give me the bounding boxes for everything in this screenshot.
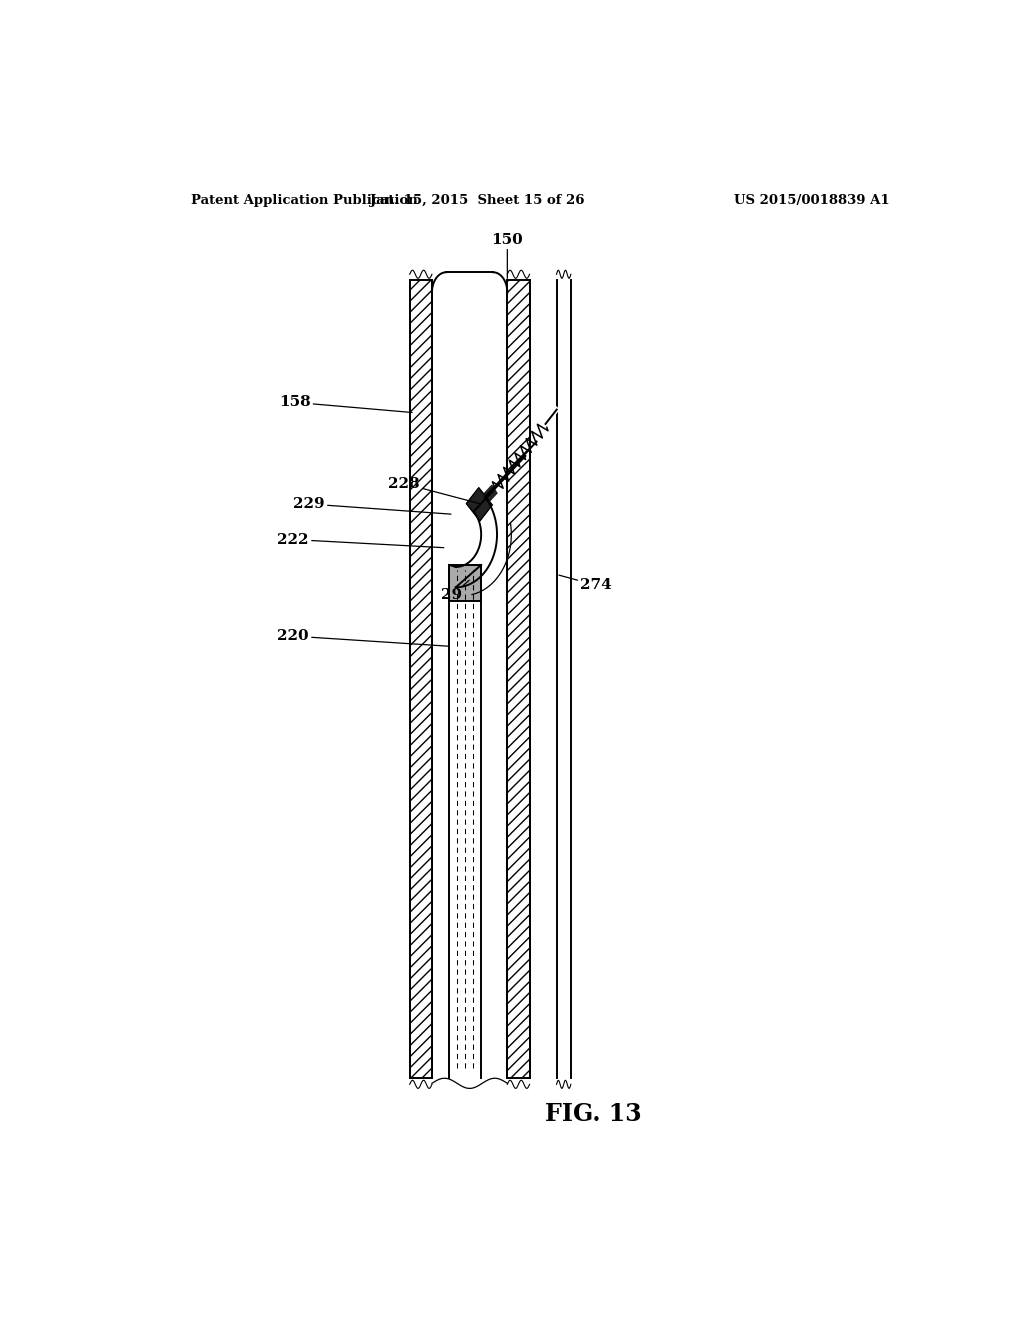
Text: 222: 222 [278, 532, 443, 548]
Text: FIG. 13: FIG. 13 [545, 1102, 641, 1126]
Text: 274: 274 [559, 576, 612, 593]
Text: Patent Application Publication: Patent Application Publication [191, 194, 418, 207]
Bar [450, 565, 481, 601]
Text: 228: 228 [388, 477, 481, 504]
Bar [507, 280, 529, 1078]
Bar [410, 280, 432, 1078]
Text: 229: 229 [293, 496, 451, 515]
Text: 220: 220 [278, 630, 450, 647]
Polygon shape [481, 486, 497, 506]
Text: Jan. 15, 2015  Sheet 15 of 26: Jan. 15, 2015 Sheet 15 of 26 [370, 194, 585, 207]
Text: 29: 29 [441, 581, 469, 602]
Polygon shape [466, 488, 493, 521]
Text: 158: 158 [279, 395, 412, 412]
Text: 150: 150 [492, 232, 523, 279]
Text: US 2015/0018839 A1: US 2015/0018839 A1 [734, 194, 890, 207]
